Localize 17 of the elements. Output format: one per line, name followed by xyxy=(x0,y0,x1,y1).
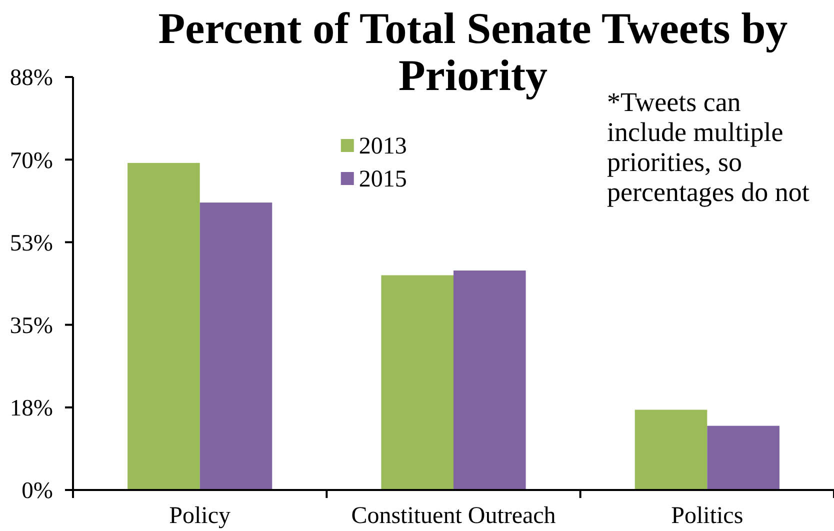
bar xyxy=(200,202,272,490)
x-tick-label: Policy xyxy=(169,503,231,529)
y-tick-label: 70% xyxy=(10,148,53,174)
y-tick-label: 35% xyxy=(10,313,53,340)
legend-label: 2013 xyxy=(358,133,407,160)
x-tick-label: Constituent Outreach xyxy=(351,503,556,529)
y-tick-label: 18% xyxy=(10,396,53,422)
bar xyxy=(128,162,200,490)
legend-label: 2015 xyxy=(358,166,407,192)
bar xyxy=(634,410,708,490)
y-tick-label: 53% xyxy=(10,230,53,256)
bar xyxy=(454,270,526,490)
bar xyxy=(381,275,454,490)
y-tick-label: 0% xyxy=(22,478,53,504)
x-tick-label: Politics xyxy=(671,503,744,529)
bar xyxy=(707,426,780,490)
y-tick-label: 88% xyxy=(10,65,53,92)
